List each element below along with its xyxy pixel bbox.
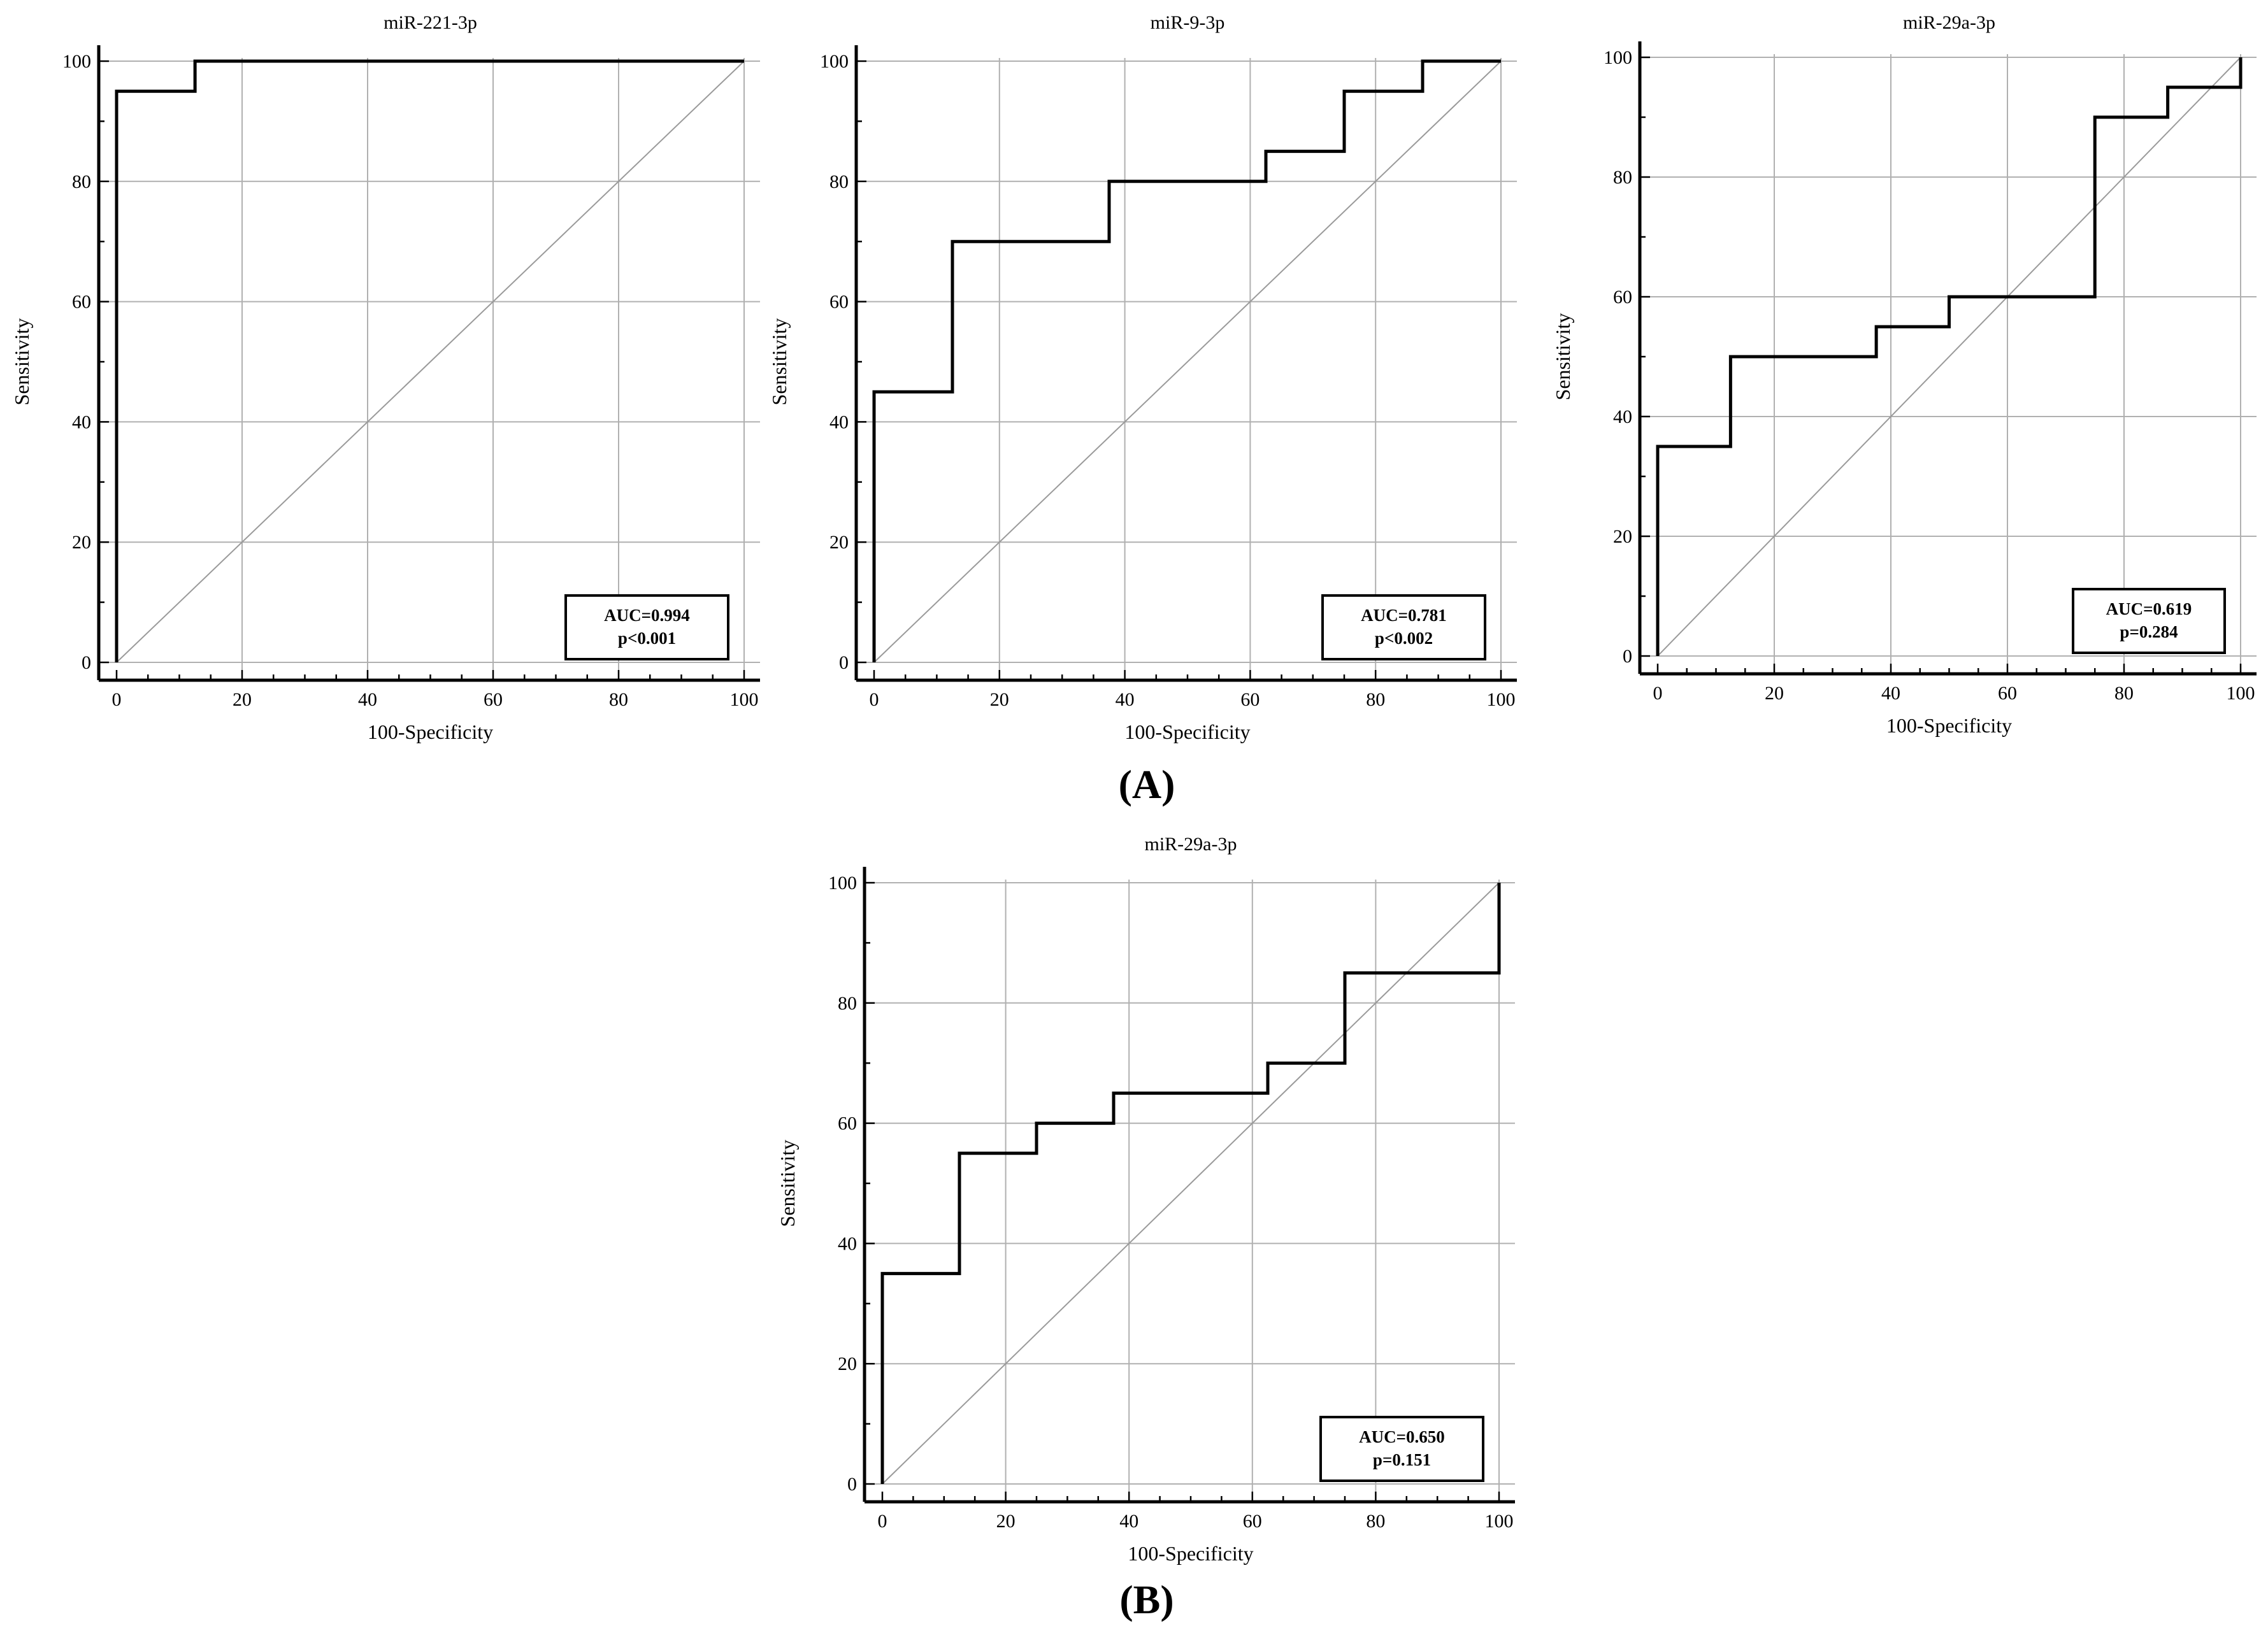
panel-label-a: (A)	[1118, 762, 1175, 807]
y-tick-label: 0	[82, 652, 91, 673]
y-tick-label: 0	[847, 1474, 857, 1495]
x-axis-label: 100-Specificity	[1886, 714, 2012, 737]
x-tick-label: 40	[1119, 1511, 1138, 1532]
x-tick-label: 100	[1485, 1511, 1514, 1532]
x-tick-label: 20	[996, 1511, 1016, 1532]
y-tick-label: 20	[838, 1353, 857, 1374]
y-tick-label: 100	[828, 873, 857, 894]
chart-title: miR-29a-3p	[1145, 834, 1237, 855]
roc-curve	[872, 59, 1501, 662]
x-tick-label: 0	[870, 689, 879, 710]
reference-diagonal-line	[116, 61, 745, 663]
y-axis-label: Sensitivity	[10, 318, 33, 406]
roc-chart-mir-221-3p: 0 20 40 60 80 100 0 20 40 60 80 100 miR-221-3p 100-Sp…	[10, 12, 760, 743]
x-tick-label: 80	[1366, 689, 1385, 710]
y-tick-label: 20	[829, 532, 849, 553]
y-tick-label: 100	[820, 51, 849, 72]
panel-label-b: (B)	[1119, 1577, 1174, 1622]
y-tick-label: 0	[839, 652, 849, 673]
x-tick-label: 100	[730, 689, 759, 710]
x-tick-label: 0	[878, 1511, 887, 1532]
auc-annotation-box	[1321, 594, 1486, 660]
x-axis-label: 100-Specificity	[368, 720, 493, 743]
y-tick-label: 80	[838, 993, 857, 1014]
reference-diagonal-line	[873, 61, 1502, 663]
x-tick-label: 60	[1240, 689, 1260, 710]
roc-curve	[115, 59, 744, 662]
y-tick-label: 80	[1613, 167, 1632, 188]
p-value-text: p<0.002	[1375, 629, 1433, 648]
chart-title: miR-221-3p	[384, 12, 477, 33]
roc-chart-mir-29a-3p-b: 0 20 40 60 80 100 0 20 40 60 80 100 miR-29a-3p 100-Sp…	[776, 834, 1515, 1565]
y-tick-label: 100	[1604, 47, 1632, 68]
x-tick-label: 0	[1653, 683, 1663, 704]
x-tick-label: 40	[1881, 683, 1900, 704]
x-tick-label: 80	[1366, 1511, 1385, 1532]
x-tick-label: 20	[1765, 683, 1784, 704]
x-tick-label: 60	[1243, 1511, 1262, 1532]
x-tick-label: 0	[112, 689, 122, 710]
auc-annotation-box	[564, 594, 729, 660]
auc-value-text: AUC=0.781	[1361, 606, 1447, 625]
y-axis-label: Sensitivity	[1551, 313, 1574, 401]
y-tick-label: 80	[72, 171, 91, 192]
x-axis-label: 100-Specificity	[1128, 1542, 1253, 1565]
y-tick-label: 60	[72, 292, 91, 313]
y-axis-label: Sensitivity	[776, 1140, 799, 1227]
chart-title: miR-9-3p	[1151, 12, 1225, 33]
auc-value-text: AUC=0.994	[604, 606, 690, 625]
roc-curve	[1656, 57, 2243, 656]
p-value-text: p=0.151	[1373, 1450, 1431, 1469]
y-tick-label: 100	[62, 51, 91, 72]
x-tick-label: 80	[609, 689, 628, 710]
y-tick-label: 20	[1613, 526, 1632, 547]
auc-value-text: AUC=0.619	[2106, 599, 2192, 618]
x-tick-label: 80	[2114, 683, 2134, 704]
y-tick-label: 40	[72, 411, 91, 432]
y-axis-label: Sensitivity	[768, 318, 791, 406]
x-tick-label: 100	[1487, 689, 1516, 710]
roc-chart-mir-29a-3p-a: 0 20 40 60 80 100 0 20 40 60 80 100 miR-29a-3p 100-Sp…	[1551, 12, 2257, 737]
reference-diagonal-line	[1657, 57, 2241, 657]
auc-value-text: AUC=0.650	[1359, 1427, 1445, 1446]
x-tick-label: 40	[358, 689, 377, 710]
y-tick-label: 0	[1623, 646, 1632, 667]
y-tick-label: 60	[1613, 287, 1632, 308]
x-tick-label: 100	[2227, 683, 2255, 704]
y-tick-label: 60	[838, 1113, 857, 1134]
y-tick-label: 40	[838, 1233, 857, 1254]
roc-chart-mir-9-3p: 0 20 40 60 80 100 0 20 40 60 80 100 miR-9-3p 100-Spec…	[768, 12, 1517, 743]
x-tick-label: 20	[233, 689, 252, 710]
y-tick-label: 60	[829, 292, 849, 313]
chart-title: miR-29a-3p	[1903, 12, 1995, 33]
x-tick-label: 60	[484, 689, 503, 710]
y-tick-label: 40	[1613, 406, 1632, 427]
auc-annotation-box	[2072, 588, 2226, 654]
x-axis-label: 100-Specificity	[1124, 720, 1250, 743]
x-tick-label: 60	[1998, 683, 2017, 704]
x-tick-label: 20	[990, 689, 1009, 710]
y-tick-label: 20	[72, 532, 91, 553]
p-value-text: p=0.284	[2120, 622, 2178, 641]
roc-curve	[880, 883, 1501, 1484]
y-tick-label: 80	[829, 171, 849, 192]
y-tick-label: 40	[829, 411, 849, 432]
x-tick-label: 40	[1116, 689, 1135, 710]
reference-diagonal-line	[882, 882, 1500, 1485]
p-value-text: p<0.001	[618, 629, 676, 648]
auc-annotation-box	[1319, 1416, 1484, 1482]
